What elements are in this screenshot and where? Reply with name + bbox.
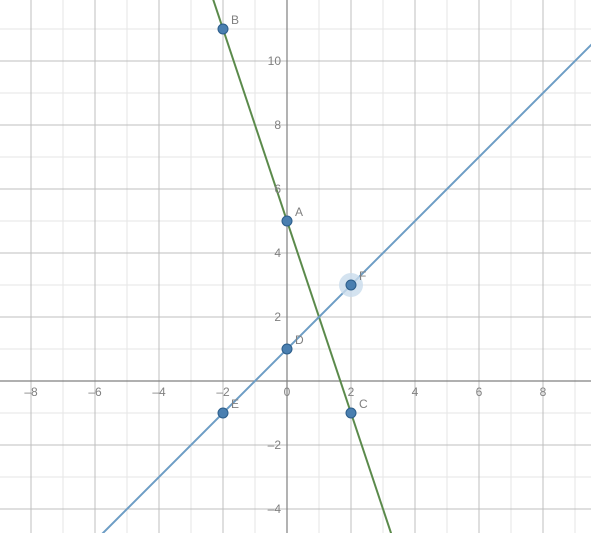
y-tick-label: –2 [268, 438, 282, 452]
point-label: F [359, 269, 366, 283]
x-tick-label: –8 [24, 385, 38, 399]
chart-svg: –8 –6 –4 –2 0 2 4 6 8 –4 –2 2 4 6 8 10 A B C D E F [0, 0, 591, 533]
x-tick-label: –6 [88, 385, 102, 399]
x-tick-label: –2 [216, 385, 230, 399]
y-tick-label: 8 [274, 118, 281, 132]
point-label: E [231, 397, 239, 411]
y-tick-label: –4 [268, 502, 282, 516]
x-tick-label: 0 [284, 385, 291, 399]
coordinate-plane-chart: –8 –6 –4 –2 0 2 4 6 8 –4 –2 2 4 6 8 10 A B C D E F [0, 0, 591, 533]
y-tick-label: 4 [274, 246, 281, 260]
point-label: D [295, 333, 304, 347]
x-tick-label: –4 [152, 385, 166, 399]
x-tick-label: 4 [412, 385, 419, 399]
y-tick-label: 6 [274, 182, 281, 196]
point-label: C [359, 397, 368, 411]
y-tick-label: 10 [268, 54, 282, 68]
x-tick-label: 8 [540, 385, 547, 399]
x-tick-label: 6 [476, 385, 483, 399]
x-tick-label: 2 [348, 385, 355, 399]
point-label: A [295, 205, 303, 219]
y-tick-label: 2 [274, 310, 281, 324]
point-label: B [231, 13, 239, 27]
